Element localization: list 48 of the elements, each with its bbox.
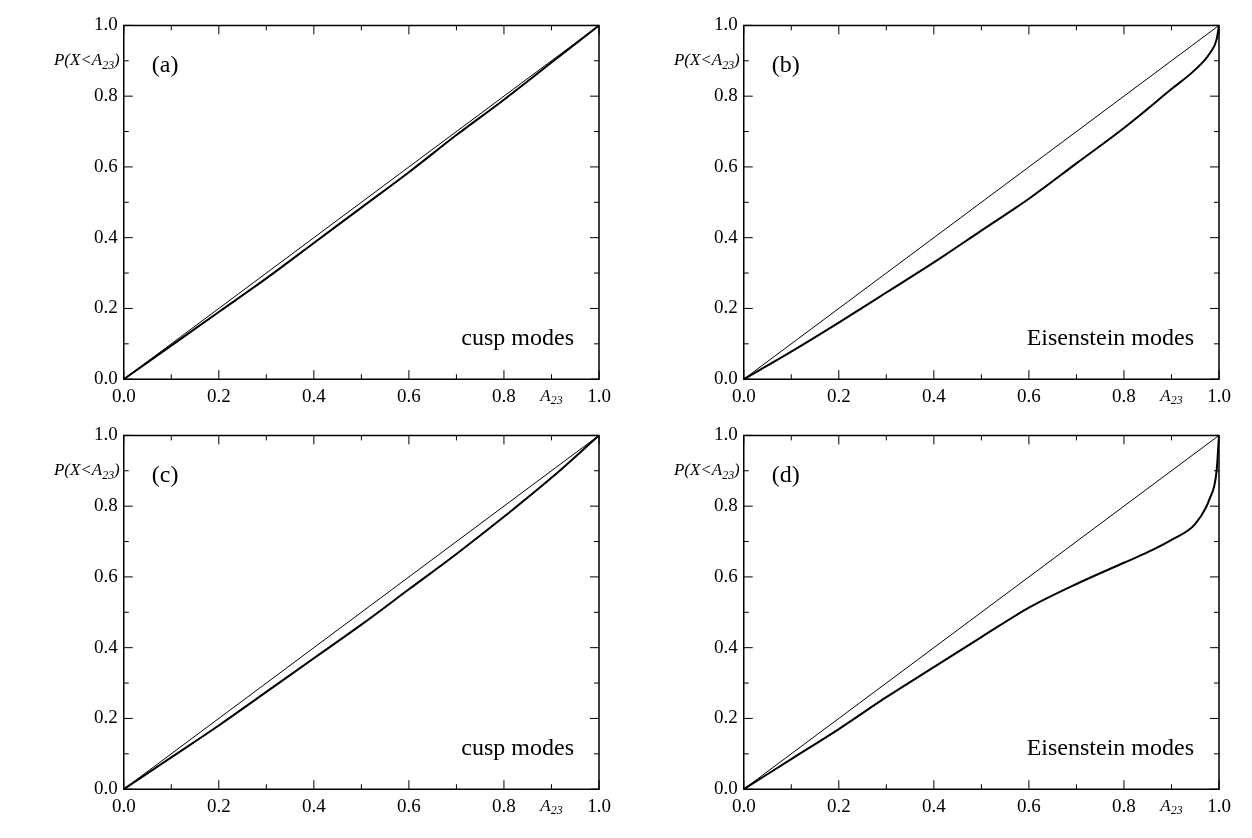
y-tick-label: 0.2 bbox=[714, 706, 738, 728]
x-tick-label: 0.2 bbox=[826, 794, 851, 816]
x-tick-label: 1.0 bbox=[1207, 794, 1231, 816]
x-tick-label: 1.0 bbox=[587, 794, 611, 816]
y-tick-label: 1.0 bbox=[94, 13, 118, 35]
annotation: (d) bbox=[771, 460, 800, 487]
x-tick-label: 0.6 bbox=[397, 794, 421, 816]
x-tick-label: 0.4 bbox=[921, 384, 947, 406]
y-tick-label: 0.8 bbox=[94, 494, 118, 516]
x-tick-label: 0.2 bbox=[826, 384, 851, 406]
y-tick-label: 0.2 bbox=[94, 706, 118, 728]
annotation: cusp modes bbox=[461, 324, 574, 351]
x-tick-label: 0.8 bbox=[492, 794, 516, 816]
x-tick-label: 1.0 bbox=[587, 384, 611, 406]
y-tick-label: 0.6 bbox=[94, 154, 118, 176]
y-tick-label: 0.2 bbox=[714, 296, 738, 318]
y-tick-label: 1.0 bbox=[714, 13, 738, 35]
y-tick-label: 0.8 bbox=[94, 84, 118, 106]
y-tick-label: 0.4 bbox=[94, 225, 119, 247]
annotation: Eisenstein modes bbox=[1026, 734, 1194, 761]
x-tick-label: 1.0 bbox=[1207, 384, 1231, 406]
x-tick-label: 0.2 bbox=[206, 794, 231, 816]
annotation: (a) bbox=[151, 50, 179, 77]
x-tick-label: 0.6 bbox=[397, 384, 421, 406]
y-tick-label: 0.8 bbox=[714, 84, 738, 106]
x-tick-label: 0.4 bbox=[301, 794, 327, 816]
x-tick-label: 0.4 bbox=[301, 384, 327, 406]
x-tick-label: 0.8 bbox=[1112, 794, 1136, 816]
x-tick-label: 0.4 bbox=[921, 794, 947, 816]
y-tick-label: 0.4 bbox=[714, 635, 739, 657]
y-tick-label: 0.4 bbox=[714, 225, 739, 247]
annotation: (c) bbox=[151, 460, 179, 487]
y-tick-label: 1.0 bbox=[714, 423, 738, 445]
annotation: (b) bbox=[771, 50, 800, 77]
y-tick-label: 0.8 bbox=[714, 494, 738, 516]
y-tick-label: 0.6 bbox=[714, 564, 738, 586]
y-tick-label: 0.2 bbox=[94, 296, 118, 318]
y-tick-label: 0.6 bbox=[714, 154, 738, 176]
x-tick-label: 0.8 bbox=[1112, 384, 1136, 406]
x-tick-label: 0.2 bbox=[206, 384, 231, 406]
annotation: Eisenstein modes bbox=[1026, 324, 1194, 351]
y-tick-label: 1.0 bbox=[94, 423, 118, 445]
x-tick-label: 0.6 bbox=[1017, 794, 1041, 816]
y-tick-label: 0.4 bbox=[94, 635, 119, 657]
y-tick-label: 0.6 bbox=[94, 564, 118, 586]
annotation: cusp modes bbox=[461, 734, 574, 761]
x-tick-label: 0.8 bbox=[492, 384, 516, 406]
x-tick-label: 0.6 bbox=[1017, 384, 1041, 406]
